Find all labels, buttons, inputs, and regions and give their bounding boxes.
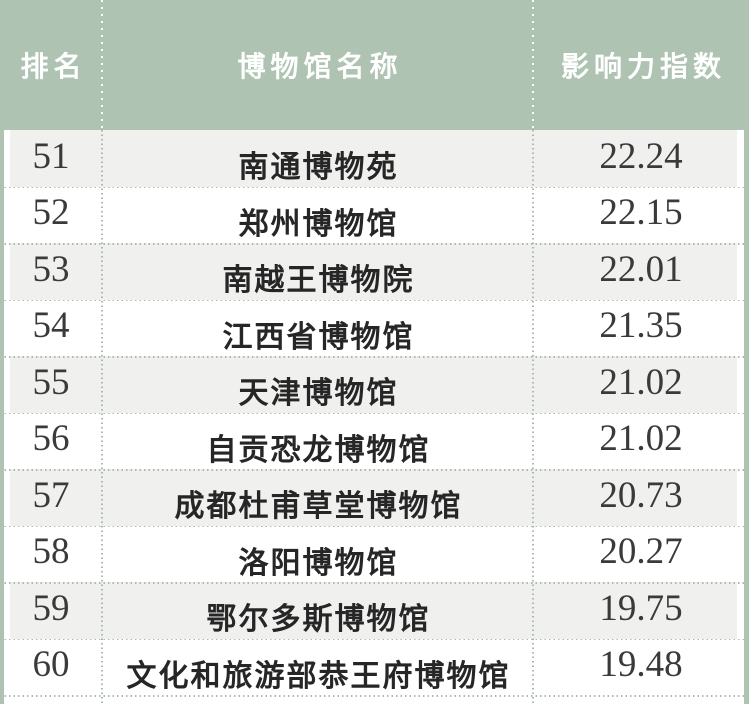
table-row: 57 成都杜甫草堂博物馆 20.73 (0, 469, 749, 527)
header-cell-name: 博物馆名称 (237, 51, 403, 82)
cell-rank: 52 (32, 192, 70, 234)
cell-name: 南通博物苑 (238, 151, 399, 185)
cell-rank: 58 (32, 531, 70, 573)
table-body: 51 南通博物苑 22.24 52 郑州博物馆 22.15 53 南越王博物院 … (0, 130, 749, 704)
table-row: 54 江西省博物馆 21.35 (0, 299, 749, 357)
cell-index: 20.27 (599, 531, 683, 573)
cell-index: 22.01 (599, 248, 683, 290)
cell-name: 江西省博物馆 (222, 320, 415, 354)
table-row: 59 鄂尔多斯博物馆 19.75 (0, 582, 749, 640)
cell-name: 文化和旅游部恭王府博物馆 (126, 659, 511, 693)
cell-name: 南越王博物院 (222, 264, 415, 298)
table-header: 排名 博物馆名称 影响力指数 (0, 0, 749, 130)
cell-rank: 59 (32, 587, 70, 629)
right-edge-strip (744, 0, 749, 704)
cell-rank: 51 (32, 135, 70, 177)
cell-index: 19.75 (599, 587, 683, 629)
cell-index: 20.73 (599, 474, 683, 516)
cell-index: 22.15 (599, 192, 683, 234)
cell-rank: 56 (32, 418, 70, 460)
cell-rank: 54 (32, 305, 70, 347)
cell-index: 19.48 (599, 644, 683, 686)
table-row: 58 洛阳博物馆 20.27 (0, 525, 749, 583)
cell-index: 21.02 (599, 361, 683, 403)
cell-name: 天津博物馆 (238, 377, 399, 411)
cell-name: 自贡恐龙博物馆 (206, 433, 431, 467)
table-row: 55 天津博物馆 21.02 (0, 356, 749, 414)
column-divider (101, 0, 103, 130)
column-divider (532, 0, 534, 130)
table-row: 60 文化和旅游部恭王府博物馆 19.48 (0, 638, 749, 696)
cell-name: 郑州博物馆 (238, 207, 399, 241)
header-cell-rank: 排名 (20, 51, 87, 82)
table-row: 53 南越王博物院 22.01 (0, 243, 749, 301)
cell-index: 21.35 (599, 305, 683, 347)
table-row: 52 郑州博物馆 22.15 (0, 186, 749, 244)
column-divider (532, 130, 534, 704)
column-divider (101, 130, 103, 704)
cell-rank: 57 (32, 474, 70, 516)
table-row: 56 自贡恐龙博物馆 21.02 (0, 412, 749, 470)
header-cell-index: 影响力指数 (560, 51, 726, 82)
table-row: 51 南通博物苑 22.24 (0, 130, 749, 188)
left-edge-strip (0, 0, 4, 704)
cell-rank: 55 (32, 361, 70, 403)
cell-index: 21.02 (599, 418, 683, 460)
cell-rank: 60 (32, 644, 70, 686)
cell-name: 洛阳博物馆 (238, 546, 399, 580)
cell-rank: 53 (32, 248, 70, 290)
cell-index: 22.24 (599, 135, 683, 177)
cell-name: 成都杜甫草堂博物馆 (174, 490, 463, 524)
cell-name: 鄂尔多斯博物馆 (206, 603, 431, 637)
